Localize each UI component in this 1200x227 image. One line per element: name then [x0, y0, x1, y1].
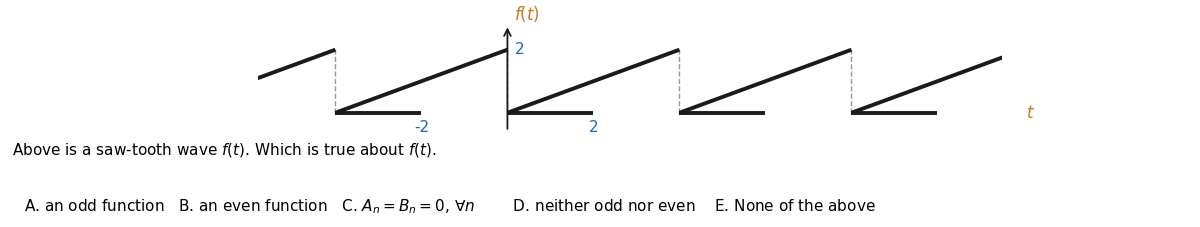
Text: A. an odd function   B. an even function   C. $A_n = B_n = 0$, $\forall n$      : A. an odd function B. an even function C…: [24, 197, 876, 216]
Text: -2: -2: [414, 120, 428, 135]
Text: 2: 2: [589, 120, 599, 135]
Text: $t$: $t$: [1026, 104, 1034, 122]
Text: 2: 2: [515, 42, 524, 57]
Text: $f(t)$: $f(t)$: [514, 4, 540, 24]
Text: Above is a saw-tooth wave $f(t)$. Which is true about $f(t)$.: Above is a saw-tooth wave $f(t)$. Which …: [12, 141, 437, 159]
